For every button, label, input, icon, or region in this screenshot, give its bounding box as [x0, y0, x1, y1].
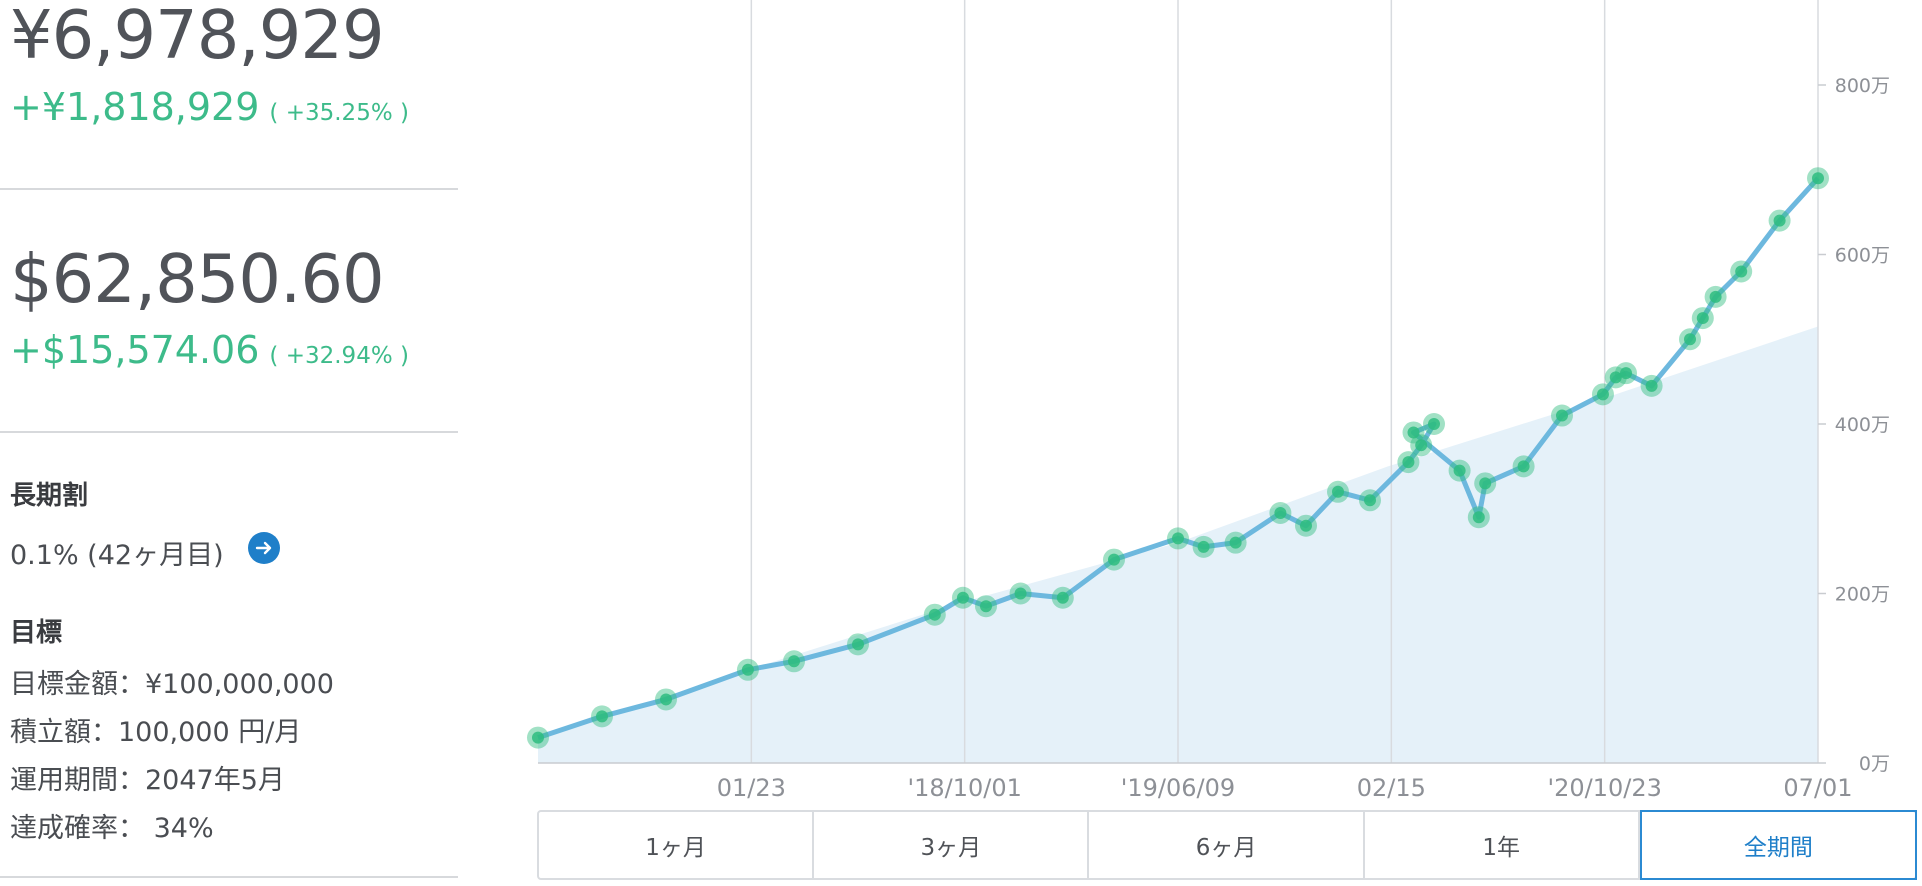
tab-period-2[interactable]: 6ヶ月: [1089, 812, 1365, 878]
valuation-point: [1812, 172, 1824, 185]
valuation-point: [1684, 333, 1696, 346]
valuation-point: [532, 731, 544, 744]
valuation-point: [1556, 409, 1568, 422]
valuation-point: [1620, 367, 1632, 380]
discount-value: 0.1% (42ヶ月目): [10, 540, 224, 571]
tab-period-1[interactable]: 3ヶ月: [814, 812, 1090, 878]
usd-gain: +$15,574.06 ( +32.94% ): [10, 331, 409, 369]
y-tick-label: 200万: [1835, 584, 1890, 606]
valuation-point: [741, 663, 754, 676]
arrow-right-icon: [255, 541, 272, 555]
y-tick-label: 0万: [1859, 753, 1890, 775]
tab-period-4[interactable]: 全期間: [1639, 810, 1918, 880]
y-tick-label: 400万: [1835, 414, 1890, 436]
goal-probability: 達成確率： 34%: [10, 813, 214, 844]
period-tabs: 1ヶ月 3ヶ月 6ヶ月 1年 全期間: [537, 810, 1918, 880]
valuation-point: [1300, 519, 1312, 532]
valuation-point: [1014, 587, 1027, 600]
arrow-right-circle-icon[interactable]: [248, 532, 280, 564]
jpy-gain: +¥1,818,929 ( +35.25% ): [10, 88, 409, 126]
x-tick-label: '20/10/23: [1547, 774, 1661, 800]
jpy-gain-percent: ( +35.25% ): [269, 100, 409, 126]
jpy-gain-amount: +¥1,818,929: [10, 85, 260, 129]
usd-gain-amount: +$15,574.06: [10, 328, 260, 372]
valuation-point: [1517, 460, 1530, 473]
valuation-point: [1453, 464, 1466, 477]
valuation-point: [788, 655, 800, 668]
jpy-total-value: ¥6,978,929: [10, 0, 385, 74]
valuation-point: [1172, 532, 1184, 545]
usd-total-value: $62,850.60: [10, 240, 385, 318]
valuation-point: [852, 638, 864, 651]
goal-heading: 目標: [10, 618, 63, 648]
discount-heading: 長期割: [10, 481, 89, 511]
x-tick-label: 01/23: [717, 774, 786, 800]
x-tick-label: '18/10/01: [907, 774, 1021, 800]
y-tick-label: 800万: [1835, 75, 1890, 97]
portfolio-chart: 01/23 '18/10/01 '19/06/09 02/15 '20/10/23 07/…: [527, 0, 1890, 800]
valuation-point: [1696, 312, 1709, 325]
valuation-point: [1609, 371, 1622, 384]
valuation-point: [1709, 290, 1722, 303]
x-tick-label: 02/15: [1357, 774, 1426, 800]
divider: [0, 431, 458, 433]
x-tick-label: 07/01: [1783, 774, 1852, 800]
usd-gain-percent: ( +32.94% ): [269, 343, 409, 369]
valuation-point: [928, 608, 941, 621]
goal-period: 運用期間：2047年5月: [10, 765, 285, 796]
goal-contribution: 積立額：100,000 円/月: [10, 717, 302, 748]
valuation-point: [1479, 477, 1492, 490]
y-tick-label: 600万: [1835, 245, 1890, 267]
valuation-point: [1197, 540, 1210, 553]
valuation-point: [1428, 418, 1440, 430]
valuation-point: [1229, 536, 1242, 549]
tab-period-3[interactable]: 1年: [1365, 812, 1640, 878]
valuation-point: [1773, 214, 1786, 227]
valuation-point: [596, 710, 608, 723]
valuation-point: [1364, 494, 1376, 507]
summary-panel: ¥6,978,929 +¥1,818,929 ( +35.25% ) $62,85…: [0, 0, 458, 886]
goal-target-amount: 目標金額：¥100,000,000: [10, 669, 334, 700]
valuation-point: [1407, 426, 1420, 439]
valuation-point: [1472, 511, 1485, 524]
valuation-point: [1108, 553, 1120, 566]
valuation-point: [1056, 591, 1069, 604]
valuation-point: [1274, 506, 1287, 519]
tab-period-0[interactable]: 1ヶ月: [539, 812, 815, 878]
valuation-point: [1645, 379, 1658, 392]
valuation-point: [980, 600, 992, 613]
divider: [0, 188, 458, 190]
valuation-point: [1735, 265, 1748, 278]
x-tick-label: '19/06/09: [1121, 774, 1235, 800]
valuation-point: [956, 591, 969, 604]
valuation-point: [1596, 388, 1609, 401]
valuation-point: [1332, 485, 1344, 498]
valuation-point: [1415, 439, 1428, 452]
valuation-point: [660, 693, 672, 706]
valuation-point: [1402, 456, 1415, 469]
divider: [0, 876, 458, 878]
chart-canvas: 01/23 '18/10/01 '19/06/09 02/15 '20/10/23 07/…: [527, 0, 1890, 800]
